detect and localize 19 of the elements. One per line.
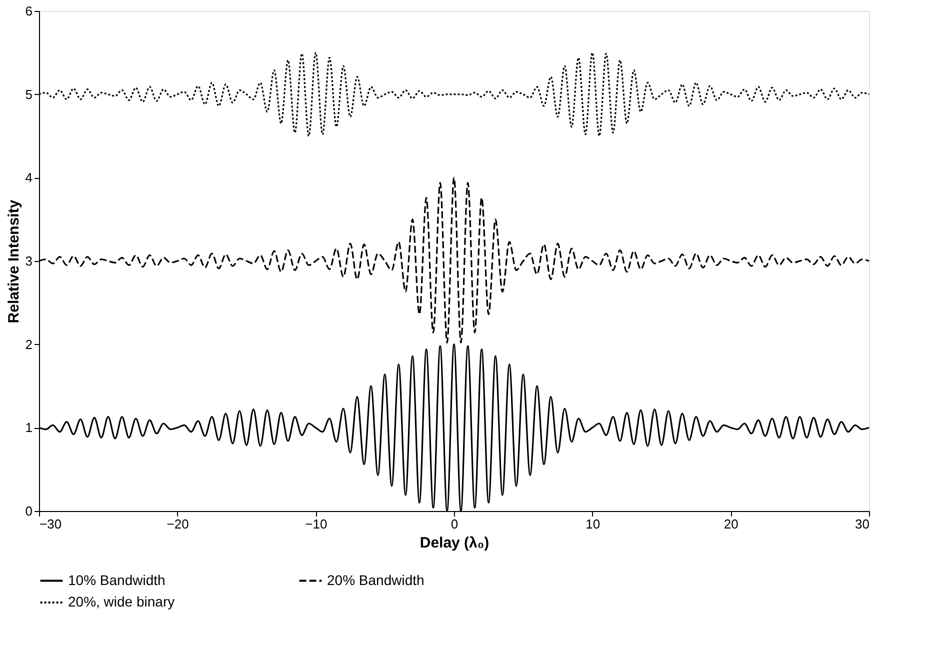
- y-tick-label: 0: [25, 504, 32, 518]
- y-tick-label: 4: [25, 170, 32, 186]
- y-tick-label: 6: [25, 4, 32, 18]
- legend-label: 10% Bandwidth: [68, 572, 166, 588]
- y-tick-label: 3: [25, 254, 32, 268]
- y-tick-label: 2: [25, 336, 32, 352]
- x-tick-label: 20: [724, 516, 738, 532]
- y-axis-title: Relative Intensity: [5, 199, 22, 324]
- x-tick-label: −20: [166, 516, 189, 532]
- x-tick-label: 10: [586, 516, 600, 532]
- x-tick-label: 0: [450, 516, 458, 532]
- y-tick-label: 5: [25, 86, 32, 102]
- legend-label: 20% Bandwidth: [327, 572, 424, 588]
- legend-label: 20%, wide binary: [68, 594, 175, 610]
- x-axis-title: Delay (λ₀): [420, 534, 490, 552]
- x-tick-label: −30: [40, 516, 62, 532]
- x-tick-label: 30: [855, 516, 870, 532]
- x-tick-label: −10: [305, 516, 328, 532]
- y-tick-label: 1: [25, 420, 32, 436]
